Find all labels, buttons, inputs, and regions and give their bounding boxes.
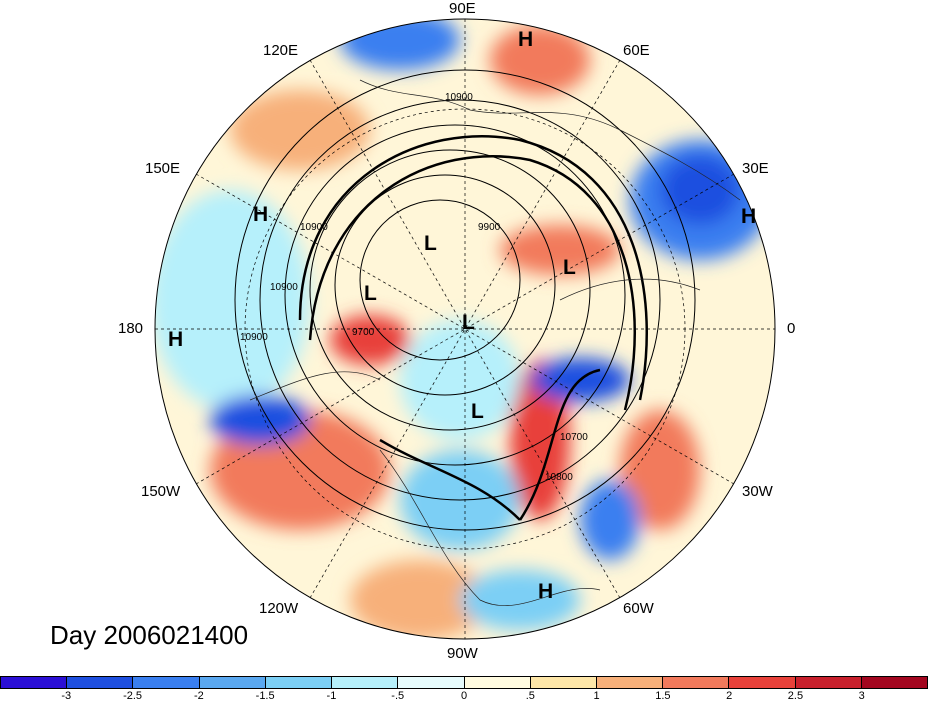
svg-text:10800: 10800: [545, 472, 573, 483]
colorbar-swatch: [464, 677, 531, 688]
lon-label-150w: 150W: [141, 483, 181, 500]
colorbar-tick-label: -1: [326, 690, 337, 702]
lon-label-150e: 150E: [145, 160, 181, 177]
low-marker: L: [471, 400, 484, 423]
colorbar-swatch: [861, 677, 928, 688]
high-marker: H: [168, 328, 184, 351]
lon-label-90e: 90E: [449, 0, 476, 17]
colorbar-swatch: [398, 677, 465, 688]
colorbar-tick-label: 2: [726, 690, 733, 702]
low-marker: L: [424, 232, 437, 255]
colorbar-swatch: [663, 677, 730, 688]
low-marker: L: [364, 282, 377, 305]
contour-value-labels: 10900 9900 10900 10900 9700 10900 10700 …: [240, 92, 588, 483]
high-marker: H: [538, 580, 554, 603]
colorbar-tick-label: -2.5: [123, 690, 143, 702]
low-marker: L: [462, 311, 475, 334]
svg-text:10900: 10900: [300, 222, 328, 233]
high-marker: H: [741, 205, 757, 228]
colorbar-tick-label: -2: [193, 690, 204, 702]
lon-label-30w: 30W: [742, 483, 773, 500]
colorbar-tick-label: 1.5: [655, 690, 671, 702]
colorbar-tick-label: -1.5: [255, 690, 275, 702]
high-marker: H: [518, 28, 534, 51]
colorbar-tick-label: 3: [858, 690, 865, 702]
lon-label-60e: 60E: [623, 42, 650, 59]
colorbar-tick-label: -3: [61, 690, 72, 702]
svg-text:9900: 9900: [478, 222, 501, 233]
map-border: [154, 18, 776, 640]
svg-text:9700: 9700: [352, 327, 375, 338]
colorbar-tick-label: 1: [593, 690, 600, 702]
colorbar-tick-label: 2.5: [787, 690, 804, 702]
svg-text:10900: 10900: [270, 282, 298, 293]
colorbar-tick-label: -.5: [391, 690, 405, 702]
lon-label-120e: 120E: [263, 42, 299, 59]
colorbar-swatch: [530, 677, 597, 688]
lon-label-0: 0: [787, 320, 796, 337]
colorbar-swatch: [332, 677, 399, 688]
colorbar-swatch: [596, 677, 664, 688]
colorbar-tick-label: 0: [460, 690, 468, 702]
lon-label-30e: 30E: [742, 160, 769, 177]
height-contours: [234, 69, 696, 531]
svg-text:10900: 10900: [445, 92, 473, 103]
day-label: Day 2006021400: [50, 620, 249, 650]
colorbar-swatch: [67, 677, 134, 688]
anomaly-field: [155, 19, 770, 639]
colorbar-swatch: [265, 677, 333, 688]
colorbar-swatch: [133, 677, 200, 688]
colorbar-swatch: [729, 677, 796, 688]
colorbar-tick-label: .5: [525, 690, 535, 702]
svg-text:10900: 10900: [240, 332, 268, 343]
lon-label-180: 180: [118, 320, 144, 337]
low-marker: L: [563, 256, 576, 279]
svg-text:10700: 10700: [560, 432, 588, 443]
lon-label-90w: 90W: [447, 645, 478, 662]
colorbar-swatch: [1, 677, 68, 688]
graticule: [155, 19, 775, 639]
high-marker: H: [253, 203, 269, 226]
lon-label-120w: 120W: [259, 600, 299, 617]
colorbar-swatch: [199, 677, 266, 688]
lon-label-60w: 60W: [623, 600, 654, 617]
colorbar-swatch: [795, 677, 862, 688]
coastlines: [249, 79, 741, 606]
colorbar: [0, 676, 928, 689]
